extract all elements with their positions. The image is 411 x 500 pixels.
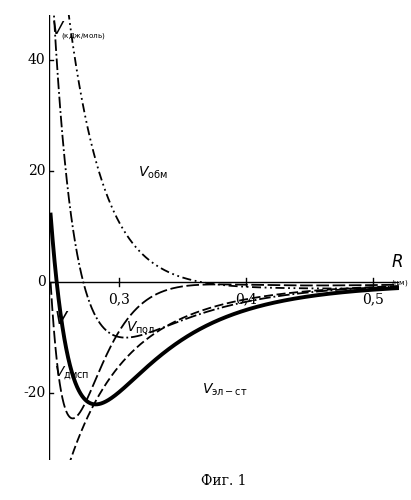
Text: 0,3: 0,3 bbox=[108, 292, 130, 306]
Text: $V$: $V$ bbox=[54, 310, 70, 328]
Text: $_{\rm (кДж/моль)}$: $_{\rm (кДж/моль)}$ bbox=[61, 32, 106, 42]
Text: $V_{\rm дисп}$: $V_{\rm дисп}$ bbox=[54, 364, 90, 382]
Text: $V_{\rm пол}$: $V_{\rm пол}$ bbox=[125, 320, 155, 336]
Text: -20: -20 bbox=[23, 386, 46, 400]
Text: $R$: $R$ bbox=[391, 254, 403, 271]
Text: Фиг. 1: Фиг. 1 bbox=[201, 474, 246, 488]
Text: $V$: $V$ bbox=[51, 20, 65, 38]
Text: 0: 0 bbox=[37, 275, 46, 289]
Text: $V_{\rm эл-ст}$: $V_{\rm эл-ст}$ bbox=[202, 382, 247, 398]
Text: $V_{\rm обм}$: $V_{\rm обм}$ bbox=[138, 164, 168, 180]
Text: 0,5: 0,5 bbox=[363, 292, 384, 306]
Text: $_{\rm (нм)}$: $_{\rm (нм)}$ bbox=[391, 279, 409, 290]
Text: 20: 20 bbox=[28, 164, 46, 178]
Text: 40: 40 bbox=[28, 52, 46, 66]
Text: 0,4: 0,4 bbox=[235, 292, 257, 306]
